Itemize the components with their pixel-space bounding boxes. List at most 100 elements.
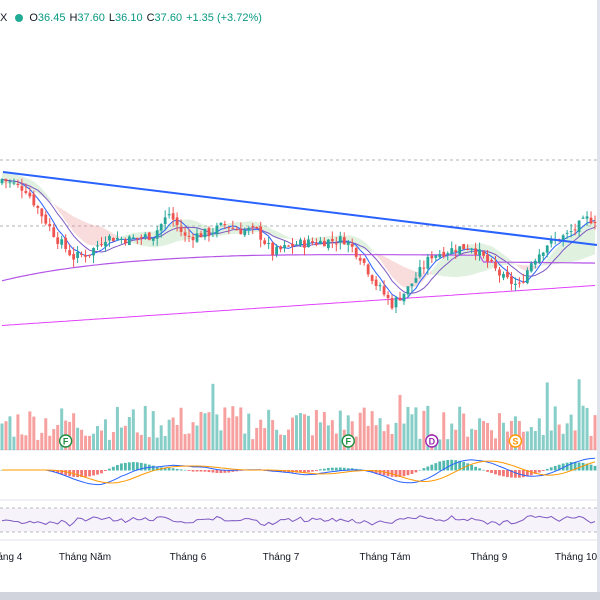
- volume-bar: [545, 382, 549, 450]
- cloud-segment: [411, 270, 416, 288]
- volume-bar: [175, 424, 179, 450]
- volume-bar: [40, 432, 44, 450]
- cloud-segment: [69, 214, 74, 233]
- candle-body: [271, 242, 275, 256]
- candle-body: [470, 248, 474, 250]
- x-axis-tick-label: Tháng 7: [263, 552, 300, 563]
- volume-bar: [410, 414, 414, 450]
- macd-histogram-bar: [466, 463, 470, 471]
- macd-histogram-bar: [346, 468, 350, 471]
- volume-bar: [227, 417, 231, 450]
- macd-histogram-bar: [127, 462, 131, 471]
- candle-body: [112, 238, 115, 242]
- cloud-segment: [280, 233, 285, 239]
- candle-body: [72, 254, 76, 260]
- macd-histogram-bar: [80, 470, 83, 478]
- candle-body: [438, 254, 442, 258]
- candle-body: [573, 229, 577, 231]
- candle-body: [334, 243, 338, 245]
- volume-bar: [529, 426, 533, 450]
- moving-averages: [1, 178, 596, 326]
- symbol-label: X: [0, 12, 8, 24]
- price-scale-edge[interactable]: [597, 0, 600, 592]
- cloud-segment: [583, 222, 588, 259]
- candle-body: [506, 271, 509, 278]
- cloud-segment: [284, 235, 289, 239]
- volume-bar: [462, 413, 466, 450]
- candle-body: [291, 243, 294, 247]
- volume-bar: [239, 407, 243, 450]
- high-value: 37.60: [77, 12, 105, 24]
- cloud-segment: [53, 203, 58, 210]
- cloud-segment: [292, 239, 297, 240]
- cloud-segment: [360, 239, 365, 250]
- volume-bar: [394, 422, 398, 450]
- close-value: 37.60: [154, 12, 183, 24]
- macd-histogram-bar: [123, 462, 127, 471]
- volume-bar: [521, 431, 525, 450]
- macd-histogram-bar: [446, 459, 450, 471]
- volume-bar: [390, 433, 394, 450]
- macd-histogram-bar: [553, 465, 557, 471]
- volume-bar: [458, 406, 462, 450]
- candle-body: [430, 255, 434, 259]
- x-axis-tick-label: Tháng 6: [170, 552, 207, 563]
- candle-body: [175, 217, 179, 225]
- macd-histogram-bar: [60, 470, 64, 475]
- volume-bar: [577, 379, 581, 450]
- cloud-segment: [316, 236, 321, 242]
- status-dot-icon: [15, 14, 24, 22]
- macd-histogram-bar: [96, 470, 99, 475]
- volume-bar: [183, 434, 187, 450]
- macd-histogram-bar: [299, 470, 302, 473]
- volume-bar: [111, 432, 115, 450]
- candle-body: [231, 227, 235, 229]
- cloud-segment: [177, 219, 182, 242]
- volume-bar: [442, 412, 446, 450]
- candle-body: [143, 234, 147, 238]
- bottom-scrollbar[interactable]: [0, 592, 600, 600]
- macd-histogram-bar: [338, 467, 342, 471]
- volume-bar: [56, 424, 60, 450]
- volume-bar: [99, 430, 103, 450]
- volume-bar: [20, 434, 24, 450]
- candle-body: [565, 232, 569, 234]
- cloud-segment: [97, 225, 102, 247]
- candle-body: [155, 230, 159, 239]
- volume-bar: [36, 439, 40, 450]
- candle-body: [64, 237, 68, 249]
- volume-bar: [223, 407, 227, 450]
- macd-histogram-bar: [76, 470, 80, 478]
- macd-histogram-bar: [458, 460, 462, 471]
- candle-body: [187, 235, 191, 237]
- candle-body: [219, 222, 223, 226]
- macd-histogram-bar: [418, 469, 422, 471]
- candle-body: [151, 238, 155, 241]
- x-axis-tick-label: Tháng Tám: [360, 552, 411, 563]
- cloud-segment: [403, 267, 408, 288]
- macd-histogram-bar: [64, 470, 68, 476]
- macd-histogram-bar: [414, 470, 418, 473]
- candle-body: [561, 235, 565, 241]
- cloud-segment: [276, 231, 281, 238]
- macd-histogram-bar: [171, 468, 175, 471]
- volume-bar: [143, 405, 147, 450]
- volume-bar: [0, 423, 4, 450]
- candle-body: [171, 213, 175, 220]
- macd-histogram-bar: [307, 470, 310, 473]
- macd-histogram-bar: [593, 465, 597, 471]
- volume-bar: [287, 429, 291, 450]
- volume-bar: [80, 429, 84, 450]
- candle-body: [191, 236, 195, 241]
- macd-histogram-bar: [573, 462, 577, 471]
- volume-bar: [84, 435, 88, 450]
- candle-body: [199, 233, 203, 238]
- volume-bar: [12, 436, 16, 450]
- macd-histogram-bar: [92, 470, 95, 476]
- volume-bar: [466, 436, 470, 450]
- macd-histogram-bar: [581, 462, 585, 471]
- candle-body: [318, 240, 322, 244]
